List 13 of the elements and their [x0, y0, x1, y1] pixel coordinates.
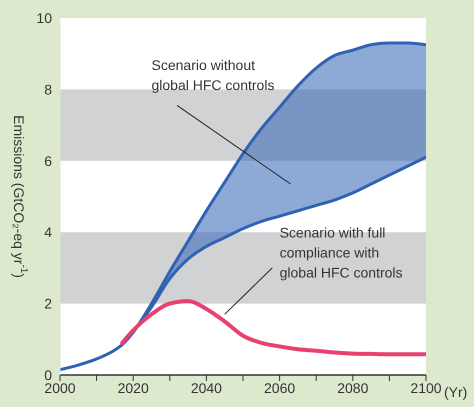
- series-label: Scenario without global HFC controls: [152, 56, 274, 93]
- y-tick-label: 4: [44, 224, 52, 240]
- y-tick-label: 8: [44, 81, 52, 98]
- y-tick-label: 10: [36, 10, 52, 26]
- text: Scenario with full compliance with global HFC controls: [280, 224, 403, 281]
- x-tick-label: 2040: [190, 380, 222, 396]
- x-tick-label: 2080: [337, 380, 369, 396]
- x-tick-label: 2100: [410, 380, 442, 396]
- y-tick-label: 6: [44, 152, 52, 169]
- x-tick-label: 2020: [118, 380, 149, 396]
- x-tick-label: 2060: [264, 380, 296, 396]
- x-axis-title: (Yr): [444, 384, 468, 400]
- y-tick-label: 2: [44, 296, 52, 312]
